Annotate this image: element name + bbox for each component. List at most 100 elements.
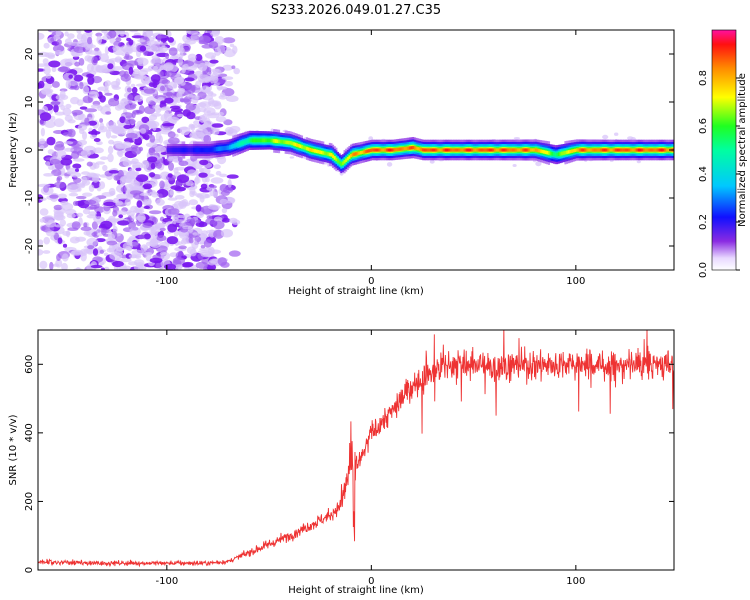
signal-track-cell [235, 142, 238, 148]
noise-speckle [66, 213, 76, 219]
noise-speckle [110, 135, 118, 139]
signal-track-cell [206, 147, 209, 153]
signal-track-cell [536, 148, 539, 153]
noise-speckle [219, 173, 228, 178]
signal-track-cell [644, 148, 647, 152]
signal-track-cell [626, 148, 629, 152]
signal-track-cell [418, 147, 421, 151]
noise-speckle [82, 208, 91, 215]
noise-speckle [131, 249, 144, 256]
noise-speckle [535, 161, 542, 167]
noise-speckle [187, 169, 197, 176]
noise-speckle [199, 106, 207, 113]
noise-speckle [206, 110, 211, 114]
noise-speckle [222, 64, 234, 71]
signal-track-cell [261, 138, 264, 143]
noise-speckle [61, 262, 68, 270]
noise-speckle [106, 121, 117, 129]
signal-track-cell [605, 148, 608, 152]
noise-speckle [228, 250, 241, 257]
noise-speckle [162, 92, 175, 96]
signal-track-cell [310, 148, 313, 152]
signal-track-cell [258, 138, 261, 143]
noise-speckle [512, 164, 517, 167]
noise-speckle [72, 200, 79, 206]
noise-speckle [103, 89, 110, 94]
noise-speckle [164, 97, 174, 104]
y-tick-label: 400 [24, 423, 35, 442]
noise-speckle [212, 220, 225, 230]
signal-track-cell [615, 148, 618, 152]
noise-speckle [39, 208, 49, 216]
signal-track-cell [328, 152, 331, 157]
noise-speckle [99, 249, 105, 254]
noise-speckle [50, 37, 55, 42]
noise-speckle [127, 215, 132, 223]
noise-speckle [226, 174, 239, 179]
signal-track-cell [248, 138, 251, 143]
signal-track-cell [225, 145, 228, 151]
noise-speckle [38, 138, 46, 145]
signal-track-cell [191, 147, 194, 153]
signal-track-cell [194, 147, 197, 153]
signal-track-cell [512, 148, 515, 152]
signal-track-cell [405, 146, 408, 150]
noise-speckle [73, 158, 85, 162]
noise-speckle [118, 214, 124, 219]
noise-speckle [83, 222, 88, 228]
noise-speckle [131, 71, 141, 77]
noise-speckle [197, 91, 207, 100]
noise-speckle [116, 193, 129, 200]
noise-speckle [44, 120, 56, 128]
snr-frame [37, 329, 675, 571]
noise-speckle [149, 257, 163, 264]
noise-speckle [79, 81, 84, 90]
signal-track-cell [461, 148, 464, 152]
noise-speckle [69, 172, 82, 178]
noise-speckle [102, 35, 111, 41]
snr-series-line [38, 330, 674, 568]
signal-track-cell [556, 152, 559, 157]
noise-speckle [87, 245, 95, 250]
signal-track-cell [593, 148, 596, 152]
noise-speckle [48, 60, 61, 68]
noise-speckle [43, 42, 50, 49]
noise-speckle [107, 145, 114, 155]
noise-speckle [137, 39, 146, 43]
y-tick-label: 0 [24, 147, 35, 153]
signal-track-cell [382, 148, 385, 152]
noise-speckle [150, 243, 161, 249]
noise-speckle [61, 202, 74, 211]
noise-speckle [211, 123, 224, 128]
signal-track-cell [178, 147, 181, 153]
signal-track-cell [170, 147, 173, 153]
noise-speckle [84, 30, 93, 33]
noise-speckle [169, 189, 175, 196]
signal-track-cell [543, 150, 546, 154]
signal-track-cell [482, 148, 485, 152]
noise-speckle [159, 45, 168, 53]
noise-speckle [128, 160, 138, 165]
noise-speckle [107, 63, 114, 70]
noise-speckle [84, 199, 97, 205]
noise-speckle [187, 84, 196, 91]
noise-speckle [42, 250, 51, 254]
signal-track-cell [458, 148, 461, 152]
noise-speckle [138, 105, 145, 114]
signal-track-cell [597, 148, 600, 152]
signal-track-cell [667, 148, 670, 152]
signal-track-cell [294, 142, 297, 147]
noise-speckle [120, 45, 132, 52]
signal-track-cell [217, 146, 220, 152]
signal-track-cell [281, 140, 284, 144]
noise-speckle [180, 239, 187, 245]
noise-speckle [177, 57, 183, 66]
noise-speckle [217, 44, 226, 54]
noise-speckle [120, 186, 127, 193]
snr-x-ticks: -100 0 100 [155, 330, 585, 587]
signal-track-cell [386, 148, 389, 152]
signal-track-cell [570, 149, 573, 153]
noise-speckle [139, 45, 147, 52]
noise-speckle [186, 111, 196, 120]
signal-track-cell [199, 147, 202, 153]
